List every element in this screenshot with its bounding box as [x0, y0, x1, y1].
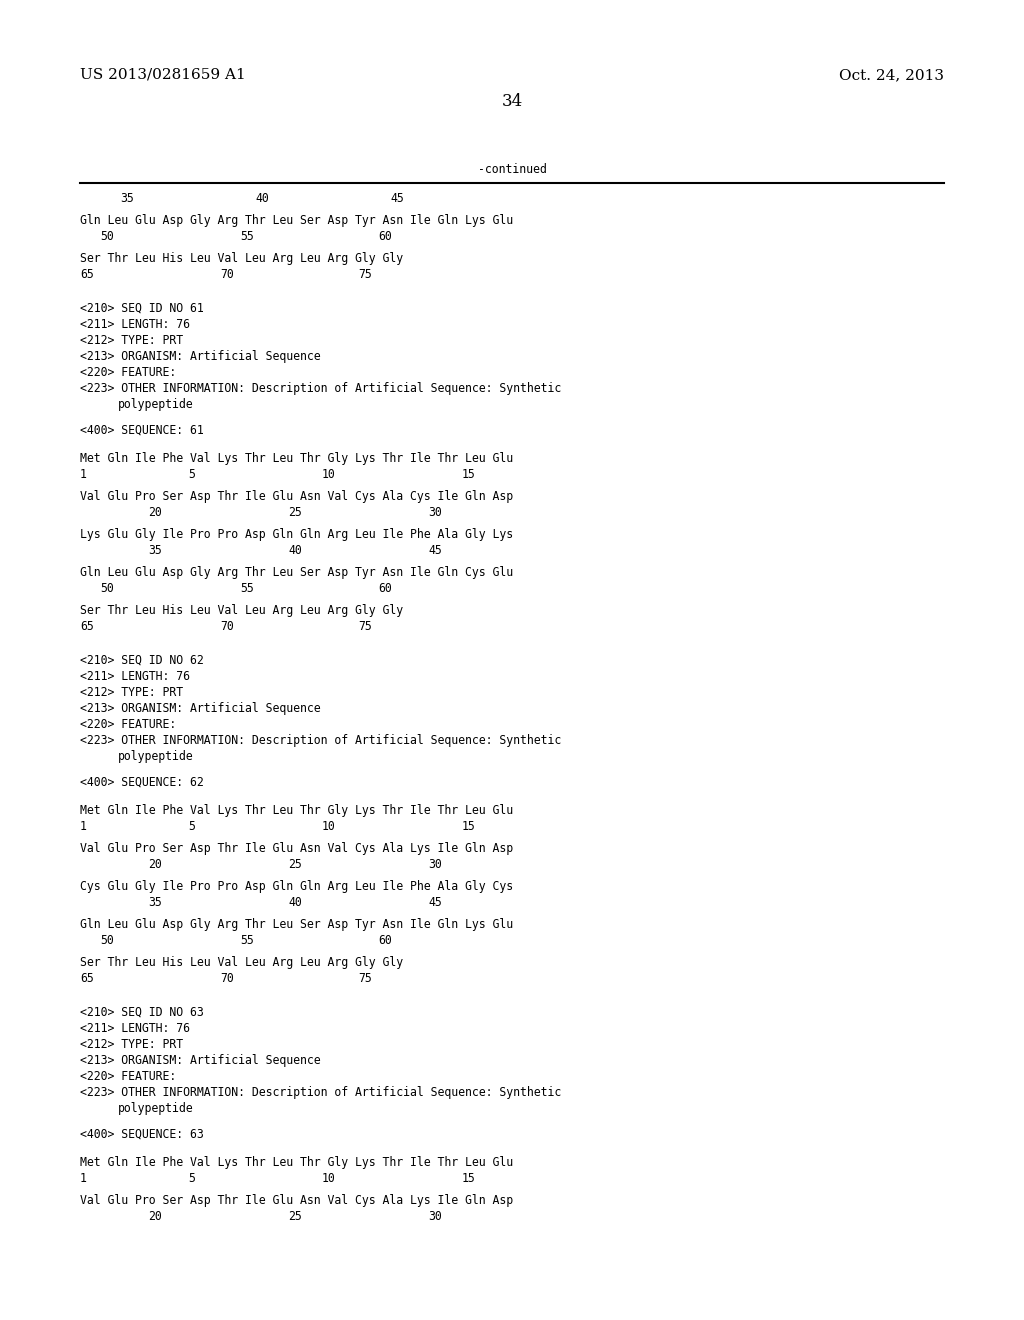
Text: <223> OTHER INFORMATION: Description of Artificial Sequence: Synthetic: <223> OTHER INFORMATION: Description of …: [80, 1086, 561, 1100]
Text: 20: 20: [148, 506, 162, 519]
Text: 65: 65: [80, 972, 94, 985]
Text: 10: 10: [322, 1172, 336, 1185]
Text: <212> TYPE: PRT: <212> TYPE: PRT: [80, 334, 183, 347]
Text: 70: 70: [220, 972, 233, 985]
Text: 1: 1: [80, 469, 87, 480]
Text: Met Gln Ile Phe Val Lys Thr Leu Thr Gly Lys Thr Ile Thr Leu Glu: Met Gln Ile Phe Val Lys Thr Leu Thr Gly …: [80, 804, 513, 817]
Text: Cys Glu Gly Ile Pro Pro Asp Gln Gln Arg Leu Ile Phe Ala Gly Cys: Cys Glu Gly Ile Pro Pro Asp Gln Gln Arg …: [80, 880, 513, 894]
Text: Val Glu Pro Ser Asp Thr Ile Glu Asn Val Cys Ala Lys Ile Gln Asp: Val Glu Pro Ser Asp Thr Ile Glu Asn Val …: [80, 1195, 513, 1206]
Text: 40: 40: [255, 191, 268, 205]
Text: US 2013/0281659 A1: US 2013/0281659 A1: [80, 69, 246, 82]
Text: 55: 55: [240, 935, 254, 946]
Text: 20: 20: [148, 1210, 162, 1224]
Text: 55: 55: [240, 582, 254, 595]
Text: 60: 60: [378, 582, 392, 595]
Text: 75: 75: [358, 620, 372, 634]
Text: <400> SEQUENCE: 61: <400> SEQUENCE: 61: [80, 424, 204, 437]
Text: 50: 50: [100, 935, 114, 946]
Text: <210> SEQ ID NO 63: <210> SEQ ID NO 63: [80, 1006, 204, 1019]
Text: 45: 45: [390, 191, 403, 205]
Text: 40: 40: [288, 896, 302, 909]
Text: <211> LENGTH: 76: <211> LENGTH: 76: [80, 318, 190, 331]
Text: 1: 1: [80, 1172, 87, 1185]
Text: Gln Leu Glu Asp Gly Arg Thr Leu Ser Asp Tyr Asn Ile Gln Cys Glu: Gln Leu Glu Asp Gly Arg Thr Leu Ser Asp …: [80, 566, 513, 579]
Text: 35: 35: [148, 544, 162, 557]
Text: 15: 15: [462, 820, 476, 833]
Text: Val Glu Pro Ser Asp Thr Ile Glu Asn Val Cys Ala Lys Ile Gln Asp: Val Glu Pro Ser Asp Thr Ile Glu Asn Val …: [80, 842, 513, 855]
Text: 40: 40: [288, 544, 302, 557]
Text: 15: 15: [462, 469, 476, 480]
Text: Ser Thr Leu His Leu Val Leu Arg Leu Arg Gly Gly: Ser Thr Leu His Leu Val Leu Arg Leu Arg …: [80, 252, 403, 265]
Text: 30: 30: [428, 858, 441, 871]
Text: Val Glu Pro Ser Asp Thr Ile Glu Asn Val Cys Ala Cys Ile Gln Asp: Val Glu Pro Ser Asp Thr Ile Glu Asn Val …: [80, 490, 513, 503]
Text: Ser Thr Leu His Leu Val Leu Arg Leu Arg Gly Gly: Ser Thr Leu His Leu Val Leu Arg Leu Arg …: [80, 956, 403, 969]
Text: Oct. 24, 2013: Oct. 24, 2013: [839, 69, 944, 82]
Text: <400> SEQUENCE: 62: <400> SEQUENCE: 62: [80, 776, 204, 789]
Text: 35: 35: [120, 191, 134, 205]
Text: Lys Glu Gly Ile Pro Pro Asp Gln Gln Arg Leu Ile Phe Ala Gly Lys: Lys Glu Gly Ile Pro Pro Asp Gln Gln Arg …: [80, 528, 513, 541]
Text: 45: 45: [428, 896, 441, 909]
Text: 30: 30: [428, 1210, 441, 1224]
Text: <211> LENGTH: 76: <211> LENGTH: 76: [80, 1022, 190, 1035]
Text: <213> ORGANISM: Artificial Sequence: <213> ORGANISM: Artificial Sequence: [80, 702, 321, 715]
Text: <223> OTHER INFORMATION: Description of Artificial Sequence: Synthetic: <223> OTHER INFORMATION: Description of …: [80, 381, 561, 395]
Text: polypeptide: polypeptide: [118, 399, 194, 411]
Text: <220> FEATURE:: <220> FEATURE:: [80, 718, 176, 731]
Text: <220> FEATURE:: <220> FEATURE:: [80, 1071, 176, 1082]
Text: polypeptide: polypeptide: [118, 750, 194, 763]
Text: Met Gln Ile Phe Val Lys Thr Leu Thr Gly Lys Thr Ile Thr Leu Glu: Met Gln Ile Phe Val Lys Thr Leu Thr Gly …: [80, 1156, 513, 1170]
Text: <400> SEQUENCE: 63: <400> SEQUENCE: 63: [80, 1129, 204, 1140]
Text: 50: 50: [100, 582, 114, 595]
Text: <212> TYPE: PRT: <212> TYPE: PRT: [80, 1038, 183, 1051]
Text: 55: 55: [240, 230, 254, 243]
Text: 50: 50: [100, 230, 114, 243]
Text: 20: 20: [148, 858, 162, 871]
Text: <213> ORGANISM: Artificial Sequence: <213> ORGANISM: Artificial Sequence: [80, 350, 321, 363]
Text: Gln Leu Glu Asp Gly Arg Thr Leu Ser Asp Tyr Asn Ile Gln Lys Glu: Gln Leu Glu Asp Gly Arg Thr Leu Ser Asp …: [80, 214, 513, 227]
Text: 25: 25: [288, 506, 302, 519]
Text: 60: 60: [378, 230, 392, 243]
Text: 75: 75: [358, 972, 372, 985]
Text: 65: 65: [80, 268, 94, 281]
Text: <210> SEQ ID NO 61: <210> SEQ ID NO 61: [80, 302, 204, 315]
Text: <210> SEQ ID NO 62: <210> SEQ ID NO 62: [80, 653, 204, 667]
Text: <213> ORGANISM: Artificial Sequence: <213> ORGANISM: Artificial Sequence: [80, 1053, 321, 1067]
Text: 25: 25: [288, 858, 302, 871]
Text: <211> LENGTH: 76: <211> LENGTH: 76: [80, 671, 190, 682]
Text: polypeptide: polypeptide: [118, 1102, 194, 1115]
Text: Gln Leu Glu Asp Gly Arg Thr Leu Ser Asp Tyr Asn Ile Gln Lys Glu: Gln Leu Glu Asp Gly Arg Thr Leu Ser Asp …: [80, 917, 513, 931]
Text: 30: 30: [428, 506, 441, 519]
Text: 1: 1: [80, 820, 87, 833]
Text: 70: 70: [220, 268, 233, 281]
Text: 35: 35: [148, 896, 162, 909]
Text: 5: 5: [188, 1172, 195, 1185]
Text: Met Gln Ile Phe Val Lys Thr Leu Thr Gly Lys Thr Ile Thr Leu Glu: Met Gln Ile Phe Val Lys Thr Leu Thr Gly …: [80, 451, 513, 465]
Text: Ser Thr Leu His Leu Val Leu Arg Leu Arg Gly Gly: Ser Thr Leu His Leu Val Leu Arg Leu Arg …: [80, 605, 403, 616]
Text: 25: 25: [288, 1210, 302, 1224]
Text: <223> OTHER INFORMATION: Description of Artificial Sequence: Synthetic: <223> OTHER INFORMATION: Description of …: [80, 734, 561, 747]
Text: 45: 45: [428, 544, 441, 557]
Text: 34: 34: [502, 92, 522, 110]
Text: <212> TYPE: PRT: <212> TYPE: PRT: [80, 686, 183, 700]
Text: 65: 65: [80, 620, 94, 634]
Text: 10: 10: [322, 469, 336, 480]
Text: 5: 5: [188, 469, 195, 480]
Text: 70: 70: [220, 620, 233, 634]
Text: 15: 15: [462, 1172, 476, 1185]
Text: 75: 75: [358, 268, 372, 281]
Text: 10: 10: [322, 820, 336, 833]
Text: 5: 5: [188, 820, 195, 833]
Text: <220> FEATURE:: <220> FEATURE:: [80, 366, 176, 379]
Text: -continued: -continued: [477, 162, 547, 176]
Text: 60: 60: [378, 935, 392, 946]
